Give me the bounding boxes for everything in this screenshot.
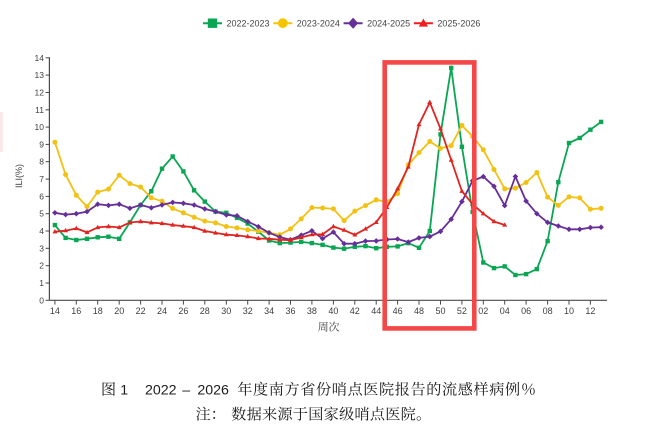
svg-text:10: 10 bbox=[35, 122, 45, 132]
svg-text:1: 1 bbox=[39, 278, 44, 288]
svg-text:22: 22 bbox=[136, 306, 146, 316]
svg-text:2024-2025: 2024-2025 bbox=[367, 19, 410, 29]
svg-text:50: 50 bbox=[435, 306, 445, 316]
svg-text:6: 6 bbox=[39, 191, 44, 201]
svg-text:06: 06 bbox=[521, 306, 531, 316]
svg-text:46: 46 bbox=[393, 306, 403, 316]
svg-text:12: 12 bbox=[585, 306, 595, 316]
svg-text:20: 20 bbox=[114, 306, 124, 316]
svg-text:–: – bbox=[182, 383, 190, 399]
svg-text:26: 26 bbox=[178, 306, 188, 316]
svg-text:2023-2024: 2023-2024 bbox=[297, 19, 340, 29]
svg-text:4: 4 bbox=[39, 226, 44, 236]
svg-text:24: 24 bbox=[157, 306, 167, 316]
svg-text:32: 32 bbox=[243, 306, 253, 316]
svg-text:2022: 2022 bbox=[145, 383, 177, 399]
svg-text:30: 30 bbox=[221, 306, 231, 316]
svg-text:8: 8 bbox=[39, 157, 44, 167]
svg-text:14: 14 bbox=[50, 306, 60, 316]
svg-text:12: 12 bbox=[35, 88, 45, 98]
svg-text:42: 42 bbox=[350, 306, 360, 316]
svg-text:11: 11 bbox=[35, 105, 44, 115]
svg-text:28: 28 bbox=[200, 306, 210, 316]
svg-text:48: 48 bbox=[414, 306, 424, 316]
svg-text:36: 36 bbox=[285, 306, 295, 316]
svg-text:7: 7 bbox=[39, 174, 44, 184]
svg-text:13: 13 bbox=[35, 70, 45, 80]
svg-text:08: 08 bbox=[543, 306, 553, 316]
svg-text:38: 38 bbox=[307, 306, 317, 316]
svg-text:10: 10 bbox=[564, 306, 574, 316]
svg-text:3: 3 bbox=[39, 243, 44, 253]
svg-text:1: 1 bbox=[120, 383, 128, 399]
svg-text:16: 16 bbox=[71, 306, 81, 316]
svg-text:14: 14 bbox=[35, 53, 45, 63]
svg-text:34: 34 bbox=[264, 306, 274, 316]
svg-text:40: 40 bbox=[328, 306, 338, 316]
svg-text:2: 2 bbox=[39, 261, 44, 271]
svg-text:2022-2023: 2022-2023 bbox=[227, 19, 270, 29]
svg-text:52: 52 bbox=[457, 306, 467, 316]
svg-text:44: 44 bbox=[371, 306, 381, 316]
svg-text:04: 04 bbox=[500, 306, 510, 316]
svg-text:9: 9 bbox=[39, 139, 44, 149]
svg-text:0: 0 bbox=[39, 295, 44, 305]
svg-text:ILI(%): ILI(%) bbox=[14, 164, 24, 188]
svg-text:5: 5 bbox=[39, 209, 44, 219]
svg-text:18: 18 bbox=[93, 306, 103, 316]
svg-text:2025-2026: 2025-2026 bbox=[437, 19, 480, 29]
svg-text:02: 02 bbox=[478, 306, 488, 316]
svg-text:2026: 2026 bbox=[197, 383, 229, 399]
